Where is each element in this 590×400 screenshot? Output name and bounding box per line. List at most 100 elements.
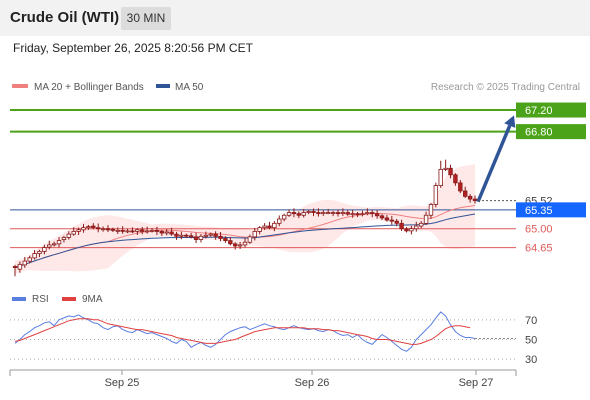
candle-body	[365, 212, 370, 215]
candle-body	[306, 211, 311, 213]
candle-body	[360, 213, 365, 216]
candle-body	[355, 213, 360, 216]
candle-body	[27, 257, 32, 262]
candle-body	[237, 244, 243, 247]
candle-body	[159, 231, 165, 234]
candle-body	[311, 211, 316, 213]
candle-body	[12, 266, 18, 268]
rsi-ma-legend-swatch	[62, 297, 76, 301]
rsi-line	[14, 311, 476, 352]
forecast-arrow	[476, 115, 516, 203]
credit-label: Research © 2025 Trading Central	[431, 82, 580, 93]
header-bar: Crude Oil (WTI) 30 MIN	[0, 0, 590, 36]
candle-body	[130, 230, 135, 233]
x-tick-label: Sep 26	[295, 377, 330, 389]
instrument-title: Crude Oil (WTI)	[10, 9, 120, 26]
candle-body	[428, 204, 434, 216]
candle-body	[228, 240, 233, 245]
candle-body	[184, 234, 189, 237]
candle-body	[37, 251, 42, 254]
candle-body	[443, 167, 448, 170]
pivot-level-label: 65.35	[525, 205, 553, 217]
rsi-tick-30: 30	[525, 354, 537, 366]
candle-body	[149, 229, 155, 232]
candle-body	[169, 231, 174, 235]
candle-body	[188, 235, 194, 238]
candle-body	[51, 243, 57, 246]
candle-body	[56, 240, 62, 245]
forecast-arrow-shaft	[476, 124, 512, 203]
level-label-64.65: 64.65	[525, 243, 553, 255]
candle-body	[399, 222, 404, 230]
candle-body	[389, 219, 395, 222]
rsi-tick-50: 50	[525, 334, 537, 346]
candle-body	[115, 229, 120, 232]
candle-body	[140, 229, 145, 232]
candle-body	[233, 243, 238, 247]
moving-averages	[14, 204, 476, 269]
rsi-legend-label: RSI	[32, 294, 49, 305]
candle-body	[257, 227, 262, 232]
candle-body	[448, 167, 453, 176]
candle-body	[223, 238, 228, 242]
candle-body	[193, 236, 199, 240]
candle-body	[218, 235, 223, 239]
candle-body	[472, 198, 478, 202]
ma20-legend-swatch	[12, 84, 28, 88]
candle-body	[291, 212, 297, 215]
candle-body	[423, 214, 429, 224]
forecast-arrow-head	[504, 115, 516, 128]
candle-body	[316, 212, 321, 215]
candle-body	[32, 253, 37, 259]
candle-body	[100, 228, 106, 231]
candle-body	[164, 231, 169, 234]
candle-body	[458, 182, 463, 192]
candle-body	[438, 168, 443, 186]
candle-body	[281, 214, 287, 220]
candle-body	[208, 233, 213, 236]
candle-body	[95, 227, 101, 230]
candle-body	[42, 247, 47, 252]
candle-body	[277, 218, 282, 224]
candle-body	[330, 212, 336, 214]
ma50-legend-label: MA 50	[175, 82, 204, 93]
candle-body	[242, 241, 248, 246]
rsi-panel: 30 50 70	[10, 311, 537, 366]
x-axis-ticks: Sep 25 Sep 26 Sep 27	[105, 370, 493, 389]
timeframe-button[interactable]: 30 MIN	[121, 7, 171, 30]
candle-body	[467, 195, 473, 200]
candle-body	[179, 234, 184, 237]
rsi-ma-line	[14, 318, 471, 345]
candle-body	[418, 222, 424, 227]
pivot-level-tag	[516, 202, 586, 218]
candle-body	[17, 263, 23, 270]
rsi-legend-swatch	[12, 297, 26, 301]
candle-body	[262, 225, 267, 229]
candle-body	[345, 212, 350, 215]
candle-body	[433, 185, 439, 205]
candle-body	[105, 228, 111, 231]
candle-body	[213, 233, 218, 237]
candle-body	[22, 260, 27, 266]
candle-body	[66, 233, 72, 238]
candle-body	[286, 212, 292, 216]
bollinger-band-area	[15, 164, 475, 275]
candle-body	[414, 225, 419, 230]
candle-body	[76, 229, 81, 232]
x-tick-label: Sep 25	[105, 377, 140, 389]
candle-body	[81, 227, 86, 231]
ma20-legend-label: MA 20 + Bollinger Bands	[34, 82, 144, 93]
level-label-65.00: 65.00	[525, 224, 553, 236]
level-label-67.20: 67.20	[525, 105, 553, 117]
candle-body	[370, 212, 375, 215]
candle-body	[110, 228, 116, 231]
candle-body	[252, 231, 257, 238]
candle-body	[61, 236, 67, 240]
ma50-line	[14, 213, 476, 269]
candle-body	[379, 215, 385, 219]
candle-body	[374, 213, 380, 217]
candle-body	[325, 212, 331, 214]
candle-body	[154, 229, 160, 232]
